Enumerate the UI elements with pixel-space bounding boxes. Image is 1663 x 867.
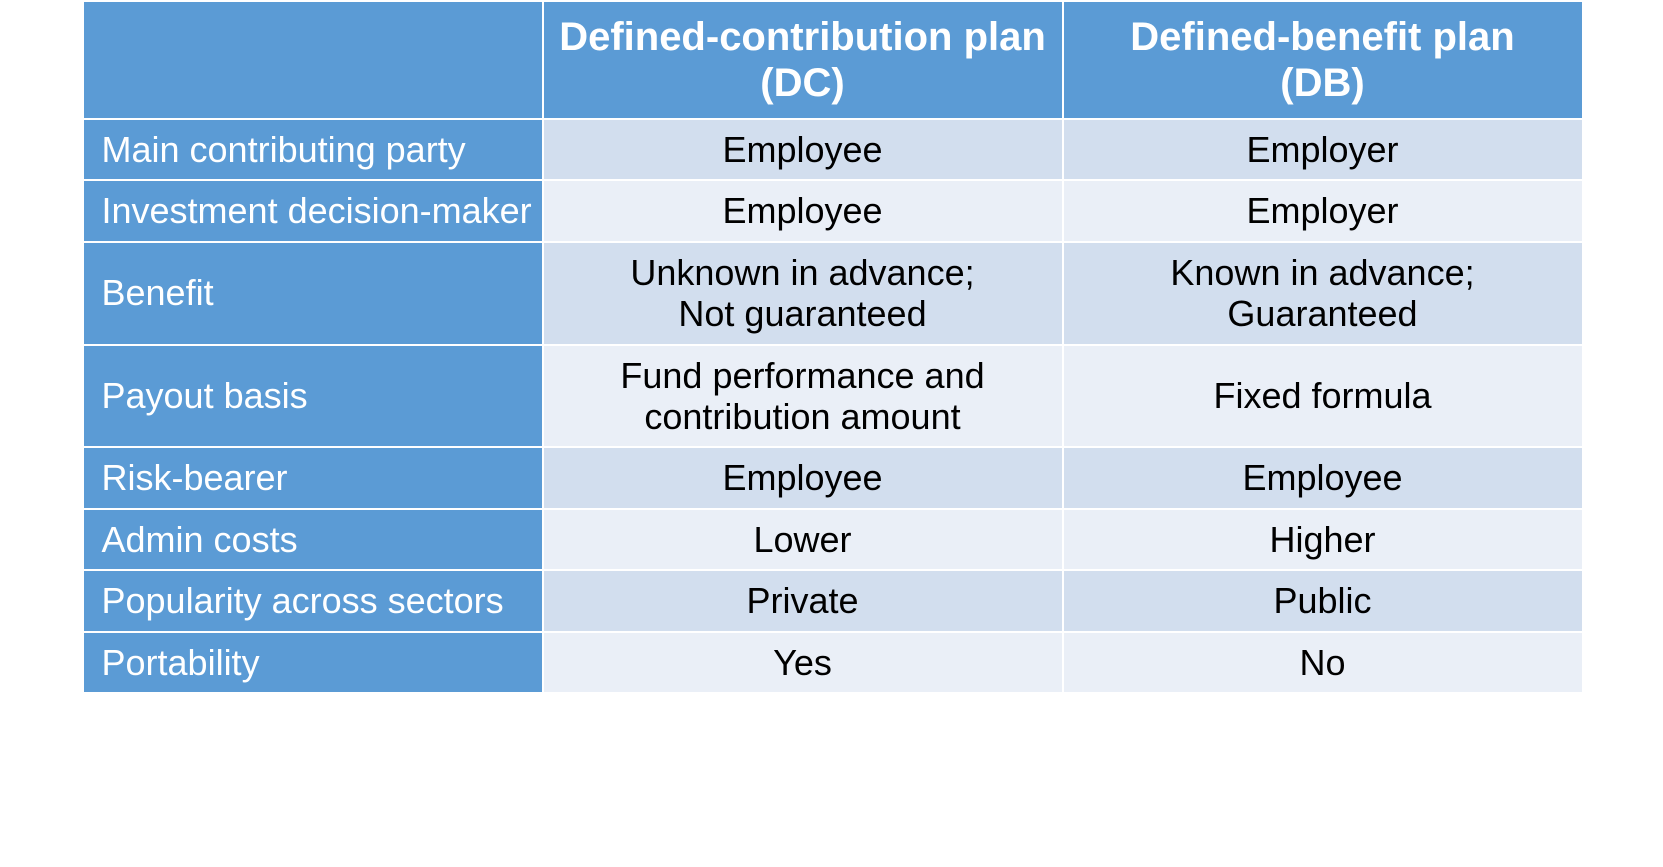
comparison-table: Defined-contribution plan (DC) Defined-b… [82,0,1584,694]
row-header: Portability [83,632,543,693]
table-row: Risk-bearer Employee Employee [83,447,1583,508]
cell-dc: Yes [543,632,1063,693]
cell-dc: Employee [543,180,1063,241]
column-header-db: Defined-benefit plan (DB) [1063,1,1583,119]
row-header: Main contributing party [83,119,543,180]
table-row: Main contributing party Employee Employe… [83,119,1583,180]
cell-db: Known in advance; Guaranteed [1063,242,1583,345]
row-header: Popularity across sectors [83,570,543,631]
table-row: Portability Yes No [83,632,1583,693]
cell-db: Employee [1063,447,1583,508]
row-header: Investment decision-maker [83,180,543,241]
table-row: Popularity across sectors Private Public [83,570,1583,631]
cell-dc: Employee [543,447,1063,508]
row-header: Risk-bearer [83,447,543,508]
cell-dc: Unknown in advance; Not guaranteed [543,242,1063,345]
cell-db: Higher [1063,509,1583,570]
cell-db: Employer [1063,180,1583,241]
cell-db: Public [1063,570,1583,631]
table-row: Admin costs Lower Higher [83,509,1583,570]
cell-db: Employer [1063,119,1583,180]
table-header-row: Defined-contribution plan (DC) Defined-b… [83,1,1583,119]
row-header: Benefit [83,242,543,345]
row-header: Admin costs [83,509,543,570]
table-row: Investment decision-maker Employee Emplo… [83,180,1583,241]
cell-db: No [1063,632,1583,693]
cell-dc: Employee [543,119,1063,180]
cell-dc: Lower [543,509,1063,570]
cell-db: Fixed formula [1063,345,1583,448]
cell-dc: Private [543,570,1063,631]
column-header-blank [83,1,543,119]
row-header: Payout basis [83,345,543,448]
table-row: Benefit Unknown in advance; Not guarante… [83,242,1583,345]
cell-dc: Fund performance and contribution amount [543,345,1063,448]
table-row: Payout basis Fund performance and contri… [83,345,1583,448]
column-header-dc: Defined-contribution plan (DC) [543,1,1063,119]
